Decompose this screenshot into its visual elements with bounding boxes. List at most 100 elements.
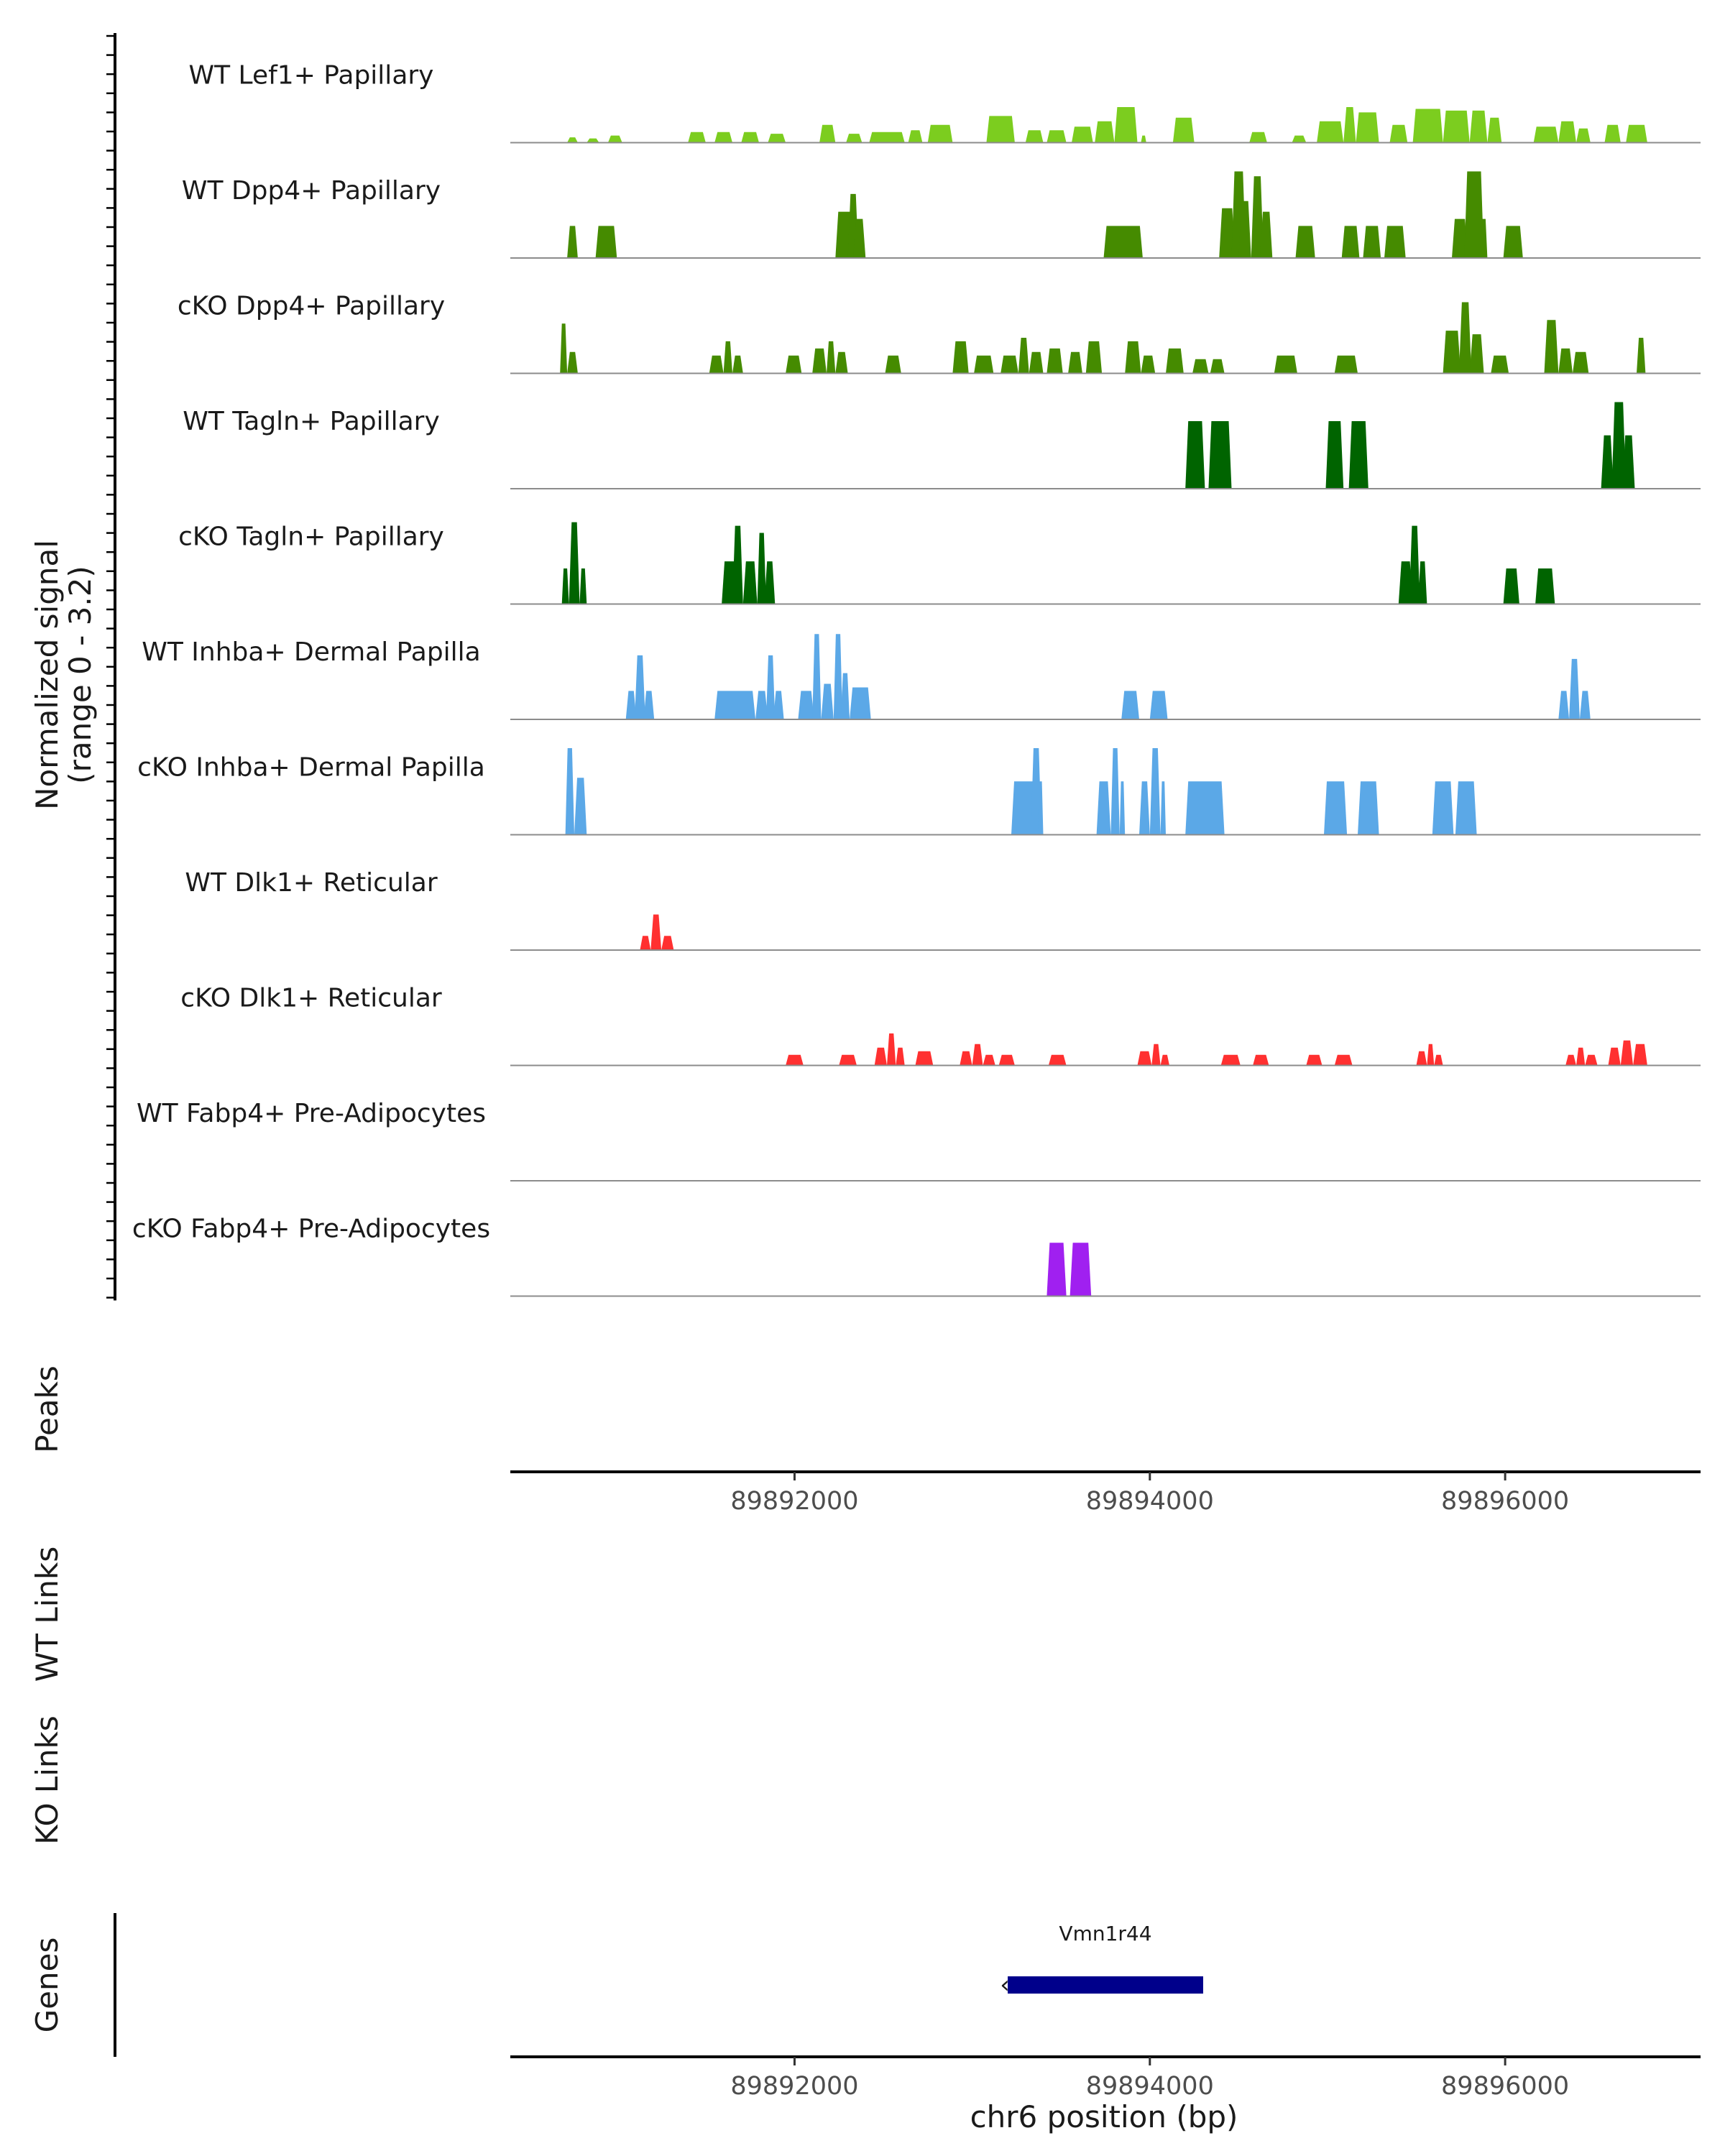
coverage-peak	[1072, 126, 1093, 143]
coverage-peak	[1626, 124, 1647, 143]
coverage-track: WT Inhba+ Dermal Papilla	[142, 634, 1701, 720]
coverage-peak	[1121, 691, 1139, 719]
track-label: cKO Inhba+ Dermal Papilla	[137, 753, 485, 783]
coverage-peak	[1048, 1054, 1067, 1066]
coverage-peak	[821, 683, 834, 719]
coverage-peak	[1427, 1044, 1435, 1066]
coverage-peak	[786, 1054, 804, 1066]
coverage-tracks: WT Lef1+ Papillary WT Dpp4+ Papillary cKO …	[132, 61, 1701, 1297]
coverage-peak	[1503, 226, 1523, 258]
coverage-peak	[908, 130, 923, 143]
coverage-peak	[1166, 348, 1184, 374]
coverage-peak	[839, 1054, 857, 1066]
coverage-peak	[1137, 1051, 1152, 1066]
coverage-peak	[1503, 568, 1519, 604]
coverage-peak	[1558, 348, 1573, 374]
x-tick-label: 89896000	[1441, 1487, 1569, 1516]
coverage-peak	[1192, 359, 1209, 374]
coverage-peak	[960, 1051, 972, 1066]
coverage-peak	[755, 691, 768, 719]
coverage-track: WT Fabp4+ Pre-Adipocytes	[137, 1099, 1701, 1181]
coverage-peak	[765, 655, 776, 719]
coverage-peak	[1389, 124, 1408, 143]
wt-links-track-label: WT Links	[29, 1547, 65, 1682]
coverage-peak	[885, 355, 901, 374]
coverage-peak	[986, 116, 1015, 143]
coverage-peak	[998, 1054, 1015, 1066]
coverage-peak	[732, 525, 743, 604]
coverage-track: cKO Inhba+ Dermal Papilla	[137, 748, 1701, 836]
coverage-peak	[1238, 201, 1251, 258]
coverage-peak	[1565, 1054, 1576, 1066]
peaks-track-label: Peaks	[29, 1365, 65, 1453]
coverage-peak	[1085, 341, 1103, 374]
coverage-track: WT Dpp4+ Papillary	[182, 171, 1701, 259]
coverage-peak	[1172, 117, 1195, 143]
track-label: cKO Dpp4+ Papillary	[178, 292, 445, 321]
coverage-peak	[1469, 334, 1484, 374]
coverage-peak	[1398, 561, 1413, 604]
coverage-peak	[1358, 781, 1379, 835]
coverage-peak	[1416, 1051, 1427, 1066]
coverage-track: cKO Fabp4+ Pre-Adipocytes	[132, 1215, 1701, 1297]
x-tick-label: 89896000	[1441, 2072, 1569, 2101]
coverage-peak	[1576, 1047, 1586, 1066]
coverage-peak	[1038, 781, 1044, 835]
coverage-peak	[565, 748, 574, 835]
coverage-peak	[1125, 341, 1141, 374]
coverage-peak	[1068, 351, 1082, 374]
coverage-peak	[1620, 1040, 1634, 1066]
coverage-peak	[1325, 421, 1344, 489]
coverage-peak	[1533, 126, 1559, 143]
coverage-peak	[732, 355, 743, 374]
coverage-peak	[827, 341, 836, 374]
coverage-peak	[1622, 435, 1635, 489]
coverage-peak	[1569, 658, 1580, 719]
coverage-peak	[1160, 781, 1166, 835]
gene-exon	[1008, 1976, 1203, 1994]
coverage-peak	[1000, 355, 1018, 374]
coverage-peak	[927, 124, 953, 143]
coverage-peak	[1029, 351, 1044, 374]
coverage-peak	[915, 1051, 934, 1066]
coverage-peak	[625, 691, 637, 719]
coverage-peak	[1018, 338, 1029, 374]
coverage-peak	[1469, 110, 1488, 143]
coverage-peak	[1251, 176, 1264, 258]
coverage-peak	[586, 138, 599, 143]
coverage-peak	[1604, 124, 1621, 143]
coverage-peak	[643, 691, 655, 719]
coverage-peak	[1576, 128, 1591, 143]
track-label: WT Fabp4+ Pre-Adipocytes	[137, 1099, 486, 1128]
coverage-peak	[1334, 355, 1358, 374]
coverage-peak	[757, 533, 766, 604]
coverage-peak	[1324, 781, 1348, 835]
coverage-track: cKO Tagln+ Papillary	[178, 522, 1701, 605]
coverage-peak	[1103, 226, 1143, 258]
coverage-peak	[1317, 121, 1344, 143]
coverage-track: WT Tagln+ Papillary	[183, 402, 1701, 489]
coverage-peak	[1208, 421, 1232, 489]
coverage-peak	[1608, 1047, 1621, 1066]
coverage-peak	[1292, 135, 1307, 143]
coverage-peak	[1601, 435, 1614, 489]
coverage-peak	[874, 1047, 887, 1066]
coverage-peak	[846, 134, 862, 143]
coverage-peak	[579, 568, 587, 604]
coverage-peak	[1306, 1054, 1322, 1066]
coverage-peak	[1558, 121, 1576, 143]
coverage-peak	[1046, 348, 1063, 374]
coverage-peak	[972, 1044, 983, 1066]
coverage-peak	[1274, 355, 1297, 374]
x-axis-upper: 89892000 89894000 89896000	[510, 1470, 1701, 1516]
coverage-peak	[1611, 402, 1627, 489]
coverage-peak	[595, 226, 617, 258]
coverage-peak	[786, 355, 802, 374]
coverage-peak	[640, 936, 651, 950]
coverage-peak	[1220, 1054, 1241, 1066]
coverage-peak	[1363, 226, 1381, 258]
coverage-peak	[650, 914, 662, 950]
coverage-peak	[773, 691, 784, 719]
track-label: WT Inhba+ Dermal Papilla	[142, 637, 480, 667]
